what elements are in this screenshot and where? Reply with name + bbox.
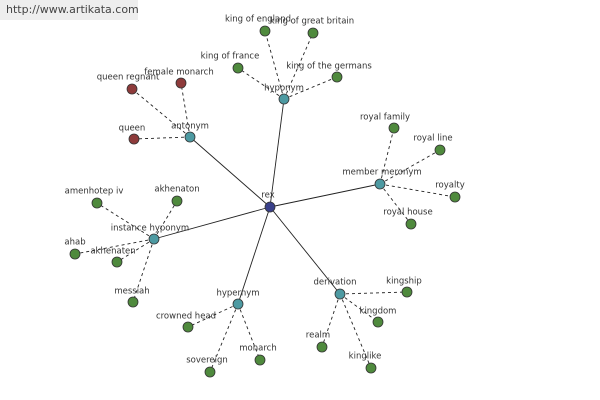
node-label: royalty xyxy=(435,181,464,191)
edge xyxy=(209,303,239,373)
node-label: sovereign xyxy=(186,356,228,366)
node xyxy=(182,321,194,333)
site-url: http://www.artikata.com xyxy=(0,0,139,20)
edge xyxy=(379,183,412,225)
node-label: hypernym xyxy=(216,289,259,299)
edge xyxy=(379,183,456,198)
edge xyxy=(153,200,178,240)
edge xyxy=(339,293,379,323)
node-label: kingdom xyxy=(360,307,397,317)
node-label: ahab xyxy=(64,238,85,248)
node xyxy=(69,248,81,260)
node-label: messiah xyxy=(114,287,149,297)
node xyxy=(111,256,123,268)
node xyxy=(365,362,377,374)
edge xyxy=(379,127,395,185)
node xyxy=(405,218,417,230)
edges xyxy=(74,30,456,373)
node xyxy=(184,131,196,143)
node xyxy=(334,288,346,300)
edge xyxy=(132,238,155,303)
node xyxy=(372,316,384,328)
node-label: member meronym xyxy=(342,168,421,178)
edge xyxy=(153,206,271,240)
node xyxy=(175,77,187,89)
node-label: king of france xyxy=(201,52,260,62)
edge xyxy=(237,303,261,361)
node-label: akhenaten xyxy=(90,247,135,257)
node xyxy=(449,191,461,203)
node xyxy=(316,341,328,353)
node xyxy=(434,144,446,156)
edge xyxy=(237,206,271,305)
node-label: king of the germans xyxy=(286,62,372,72)
node-label: derivation xyxy=(313,278,356,288)
node xyxy=(127,296,139,308)
node-label: queen xyxy=(119,124,146,134)
node-label: kingship xyxy=(386,277,422,287)
node xyxy=(401,286,413,298)
node-label: monarch xyxy=(239,344,276,354)
node xyxy=(204,366,216,378)
edge xyxy=(96,202,155,240)
edge xyxy=(189,136,271,208)
edge xyxy=(269,206,341,295)
node-label: hyponym xyxy=(264,84,304,94)
node xyxy=(374,178,386,190)
node xyxy=(264,201,276,213)
node-label: instance hyponym xyxy=(111,224,189,234)
node xyxy=(128,133,140,145)
edge xyxy=(269,183,381,208)
node-label: queen regnant xyxy=(97,73,160,83)
node-label: rex xyxy=(261,191,274,201)
node xyxy=(232,298,244,310)
node xyxy=(126,83,138,95)
node xyxy=(232,62,244,74)
node xyxy=(91,197,103,209)
edge xyxy=(133,136,191,140)
node-label: female monarch xyxy=(144,68,213,78)
edge xyxy=(339,293,372,369)
node xyxy=(148,233,160,245)
node-label: kinglike xyxy=(349,352,382,362)
node-label: antonym xyxy=(171,122,209,132)
node xyxy=(259,25,271,37)
node-label: royal family xyxy=(360,113,410,123)
edge xyxy=(131,88,191,138)
node-label: akhenaton xyxy=(154,185,199,195)
edge xyxy=(283,32,314,100)
node-label: royal line xyxy=(413,134,452,144)
edge xyxy=(74,238,155,255)
node-label: crowned head xyxy=(156,312,216,322)
node-label: king of great britain xyxy=(270,17,354,27)
node xyxy=(331,71,343,83)
edge xyxy=(339,291,408,295)
edge xyxy=(116,238,155,263)
node xyxy=(388,122,400,134)
node-label: king of england xyxy=(225,15,291,25)
node xyxy=(307,27,319,39)
node-label: realm xyxy=(306,331,330,341)
edge xyxy=(269,98,285,208)
node xyxy=(171,195,183,207)
node-label: royal house xyxy=(383,208,432,218)
node-label: amenhotep iv xyxy=(65,187,124,197)
node xyxy=(254,354,266,366)
node xyxy=(278,93,290,105)
